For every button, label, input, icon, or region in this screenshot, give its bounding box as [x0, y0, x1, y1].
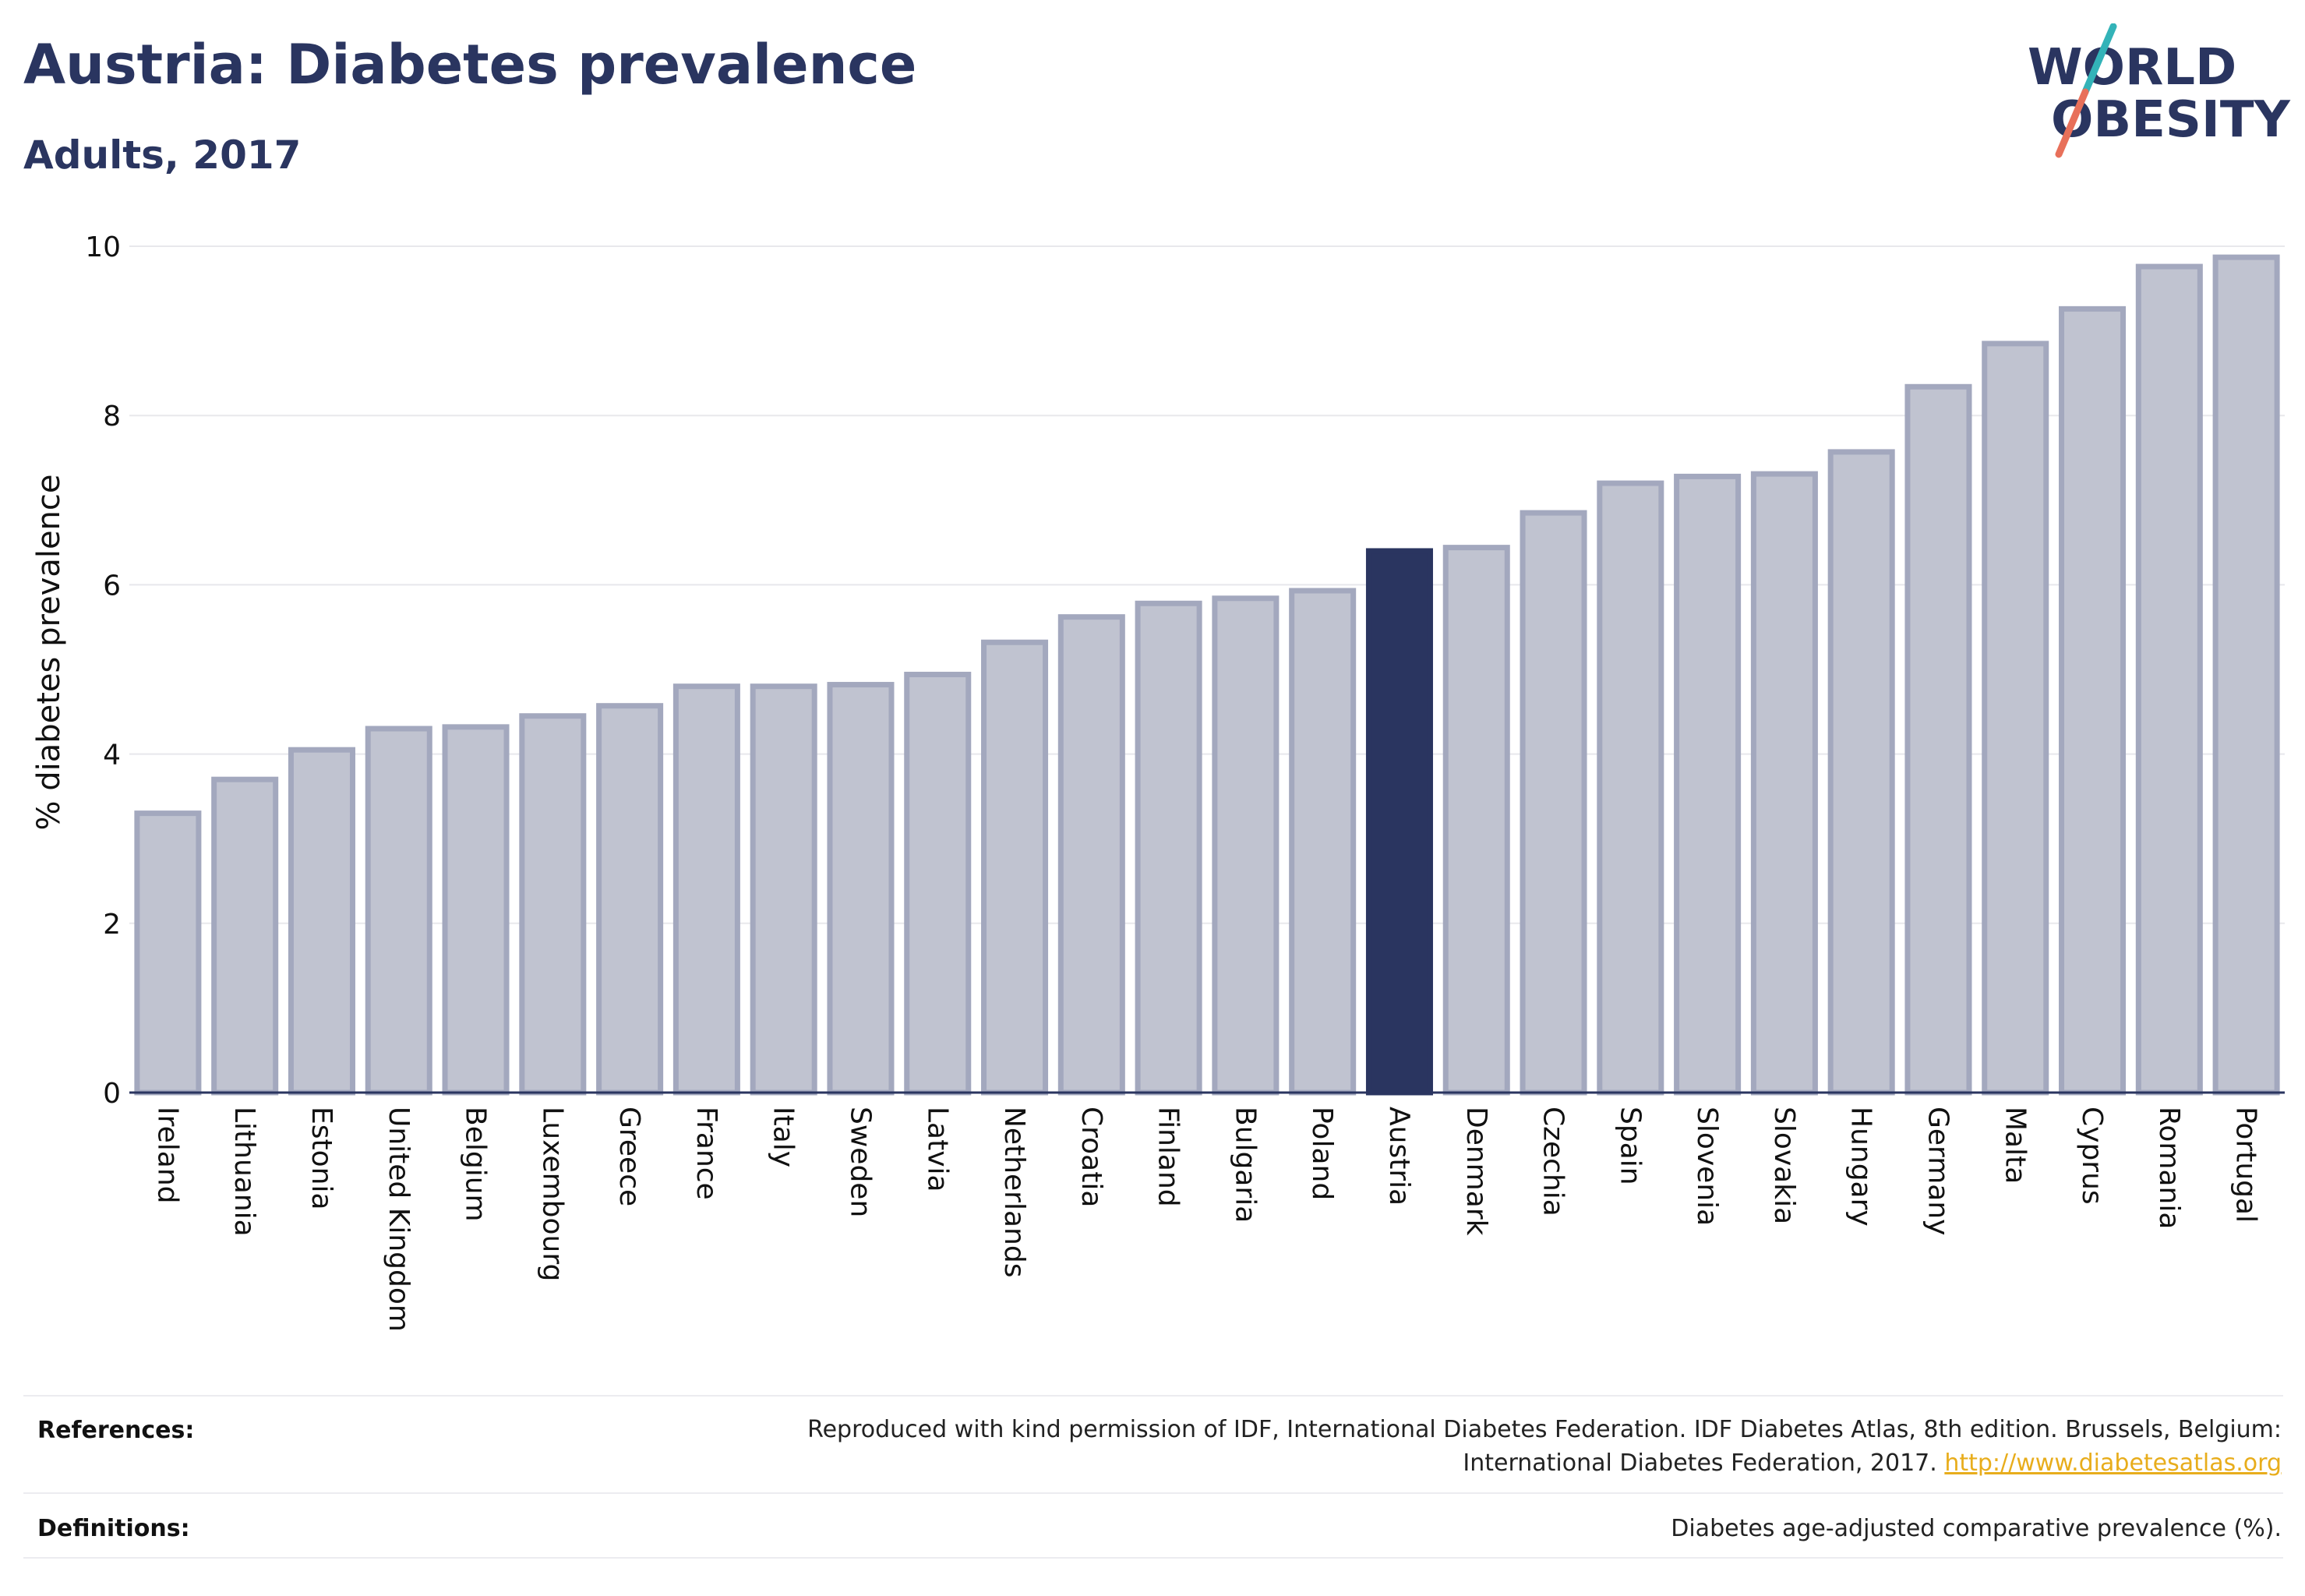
bar-latvia	[904, 672, 972, 1096]
x-tick-label: Luxembourg	[536, 1107, 568, 1281]
x-tick-label: Ireland	[151, 1107, 183, 1204]
bar-denmark	[1442, 545, 1510, 1096]
y-tick-labels: 0 2 4 6 8 10	[85, 231, 121, 1110]
bar-sweden	[827, 682, 895, 1096]
bar-slovenia	[1674, 473, 1742, 1096]
y-tick-label: 6	[103, 570, 121, 602]
x-tick-label: Romania	[2153, 1107, 2185, 1229]
x-tick-label: Malta	[1999, 1107, 2031, 1184]
bar-germany	[1904, 383, 1972, 1096]
x-tick-label: Poland	[1306, 1107, 1338, 1200]
x-tick-label: Croatia	[1075, 1107, 1107, 1207]
y-tick-label: 2	[103, 909, 121, 941]
x-tick-label: United Kingdom	[383, 1107, 415, 1332]
bar-malta	[1982, 341, 2049, 1096]
bar-bulgaria	[1212, 595, 1280, 1096]
bar-ireland	[134, 810, 202, 1096]
bar-croatia	[1057, 614, 1125, 1096]
bar-finland	[1135, 600, 1202, 1096]
x-tick-label: Denmark	[1460, 1107, 1492, 1236]
x-tick-label: France	[690, 1107, 722, 1200]
x-tick-label: Bulgaria	[1229, 1107, 1261, 1223]
y-tick-label: 10	[85, 231, 121, 263]
bar-greece	[596, 703, 664, 1096]
logo-word-world: WORLD	[2028, 39, 2236, 97]
x-tick-label: Greece	[613, 1107, 645, 1206]
footer-divider	[23, 1557, 2283, 1559]
bar-portugal	[2212, 254, 2280, 1096]
x-tick-label: Finland	[1152, 1107, 1184, 1207]
x-tick-label: Sweden	[844, 1107, 876, 1217]
bar-netherlands	[981, 639, 1049, 1096]
logo-word-obesity: OBESITY	[2051, 91, 2290, 149]
bar-united-kingdom	[365, 726, 432, 1096]
x-tick-label: Austria	[1383, 1107, 1415, 1206]
bar-chart: 0 2 4 6 8 10 Ireland Lithuania Estonia United Ki…	[31, 231, 2285, 1332]
bar-spain	[1597, 480, 1664, 1096]
x-tick-label: Spain	[1614, 1107, 1646, 1185]
references-text: Reproduced with kind permission of IDF, …	[567, 1413, 2282, 1480]
x-tick-label: Cyprus	[2076, 1107, 2108, 1205]
x-tick-label: Slovakia	[1768, 1107, 1800, 1224]
x-tick-label: Belgium	[460, 1107, 492, 1222]
y-axis-label: % diabetes prevalence	[31, 474, 67, 830]
footer-divider	[23, 1492, 2283, 1494]
logo-slash-bottom	[2055, 88, 2089, 158]
bar-estonia	[288, 747, 355, 1096]
bar-poland	[1289, 588, 1357, 1096]
x-tick-label: Germany	[1922, 1107, 1954, 1235]
bar-luxembourg	[519, 713, 587, 1096]
bar-czechia	[1520, 510, 1587, 1096]
definitions-text: Diabetes age-adjusted comparative preval…	[1671, 1515, 2282, 1542]
references-label: References:	[37, 1417, 195, 1444]
bar-italy	[750, 683, 817, 1096]
x-tick-labels: Ireland Lithuania Estonia United Kingdom Bel…	[151, 1107, 2261, 1332]
bar-belgium	[442, 724, 510, 1096]
y-tick-label: 0	[103, 1078, 121, 1110]
bar-cyprus	[2059, 305, 2127, 1096]
bar-france	[672, 683, 740, 1096]
bar-slovakia	[1750, 471, 1818, 1096]
x-tick-label: Lithuania	[228, 1107, 260, 1237]
references-line-2: International Diabetes Federation, 2017.	[1463, 1449, 1937, 1477]
bars	[134, 254, 2280, 1096]
footer-divider	[23, 1395, 2283, 1396]
bar-lithuania	[211, 776, 279, 1096]
page-title: Austria: Diabetes prevalence	[23, 33, 917, 97]
bar-austria	[1365, 548, 1433, 1096]
x-tick-label: Italy	[768, 1107, 800, 1167]
definitions-label: Definitions:	[37, 1515, 190, 1542]
x-tick-label: Estonia	[305, 1107, 337, 1210]
references-line-1: Reproduced with kind permission of IDF, …	[807, 1416, 2282, 1443]
x-tick-label: Netherlands	[998, 1107, 1030, 1277]
x-tick-label: Czechia	[1537, 1107, 1569, 1216]
logo-slash-top	[2081, 23, 2117, 96]
x-tick-label: Portugal	[2230, 1107, 2262, 1223]
bar-romania	[2135, 263, 2203, 1096]
x-tick-label: Hungary	[1845, 1107, 1877, 1227]
x-tick-label: Slovenia	[1691, 1107, 1723, 1226]
y-tick-label: 4	[103, 740, 121, 772]
y-tick-label: 8	[103, 401, 121, 433]
bar-hungary	[1827, 449, 1895, 1096]
diabetes-atlas-link[interactable]: http://www.diabetesatlas.org	[1944, 1449, 2282, 1477]
x-tick-label: Latvia	[921, 1107, 953, 1192]
world-obesity-logo: WORLD OBESITY	[2028, 23, 2290, 158]
page-subtitle: Adults, 2017	[23, 132, 302, 178]
